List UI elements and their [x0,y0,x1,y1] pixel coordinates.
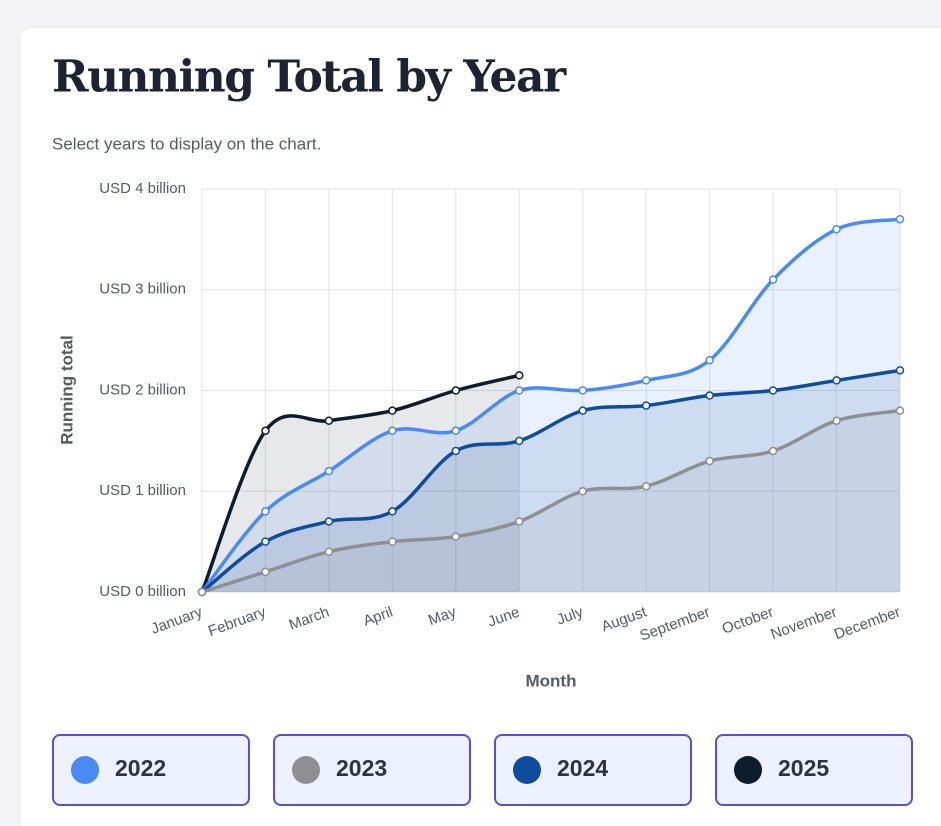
legend-box[interactable] [494,734,692,806]
x-tick-label: July [555,603,586,628]
legend-box[interactable] [52,734,250,806]
y-tick-label: USD 3 billion [99,281,186,298]
legend-swatch [734,756,762,784]
legend-button[interactable]: 2023 [273,734,471,806]
line [200,368,901,594]
point [895,366,905,375]
point [515,386,524,395]
x-tick-label: January [149,603,205,637]
point [705,456,714,466]
point [832,416,841,425]
point [578,487,587,496]
line [201,408,901,594]
legend-label: 2022 [115,755,166,781]
point [895,214,905,224]
x-tick-label: February [206,603,269,640]
point [641,401,651,410]
point [578,406,587,415]
point [705,356,714,365]
point [768,386,778,395]
point [515,436,524,446]
point [324,416,334,425]
point [197,587,207,597]
point [451,386,461,395]
point [451,446,461,456]
subtitle: Select years to display on the chart. [52,134,321,153]
point [388,537,397,546]
point [388,507,397,516]
x-axis-label: Month [526,671,577,690]
y-tick-label: USD 0 billion [99,583,186,600]
x-tick-label: April [361,604,395,630]
x-tick-label: June [486,604,522,631]
point [578,386,587,395]
x-tick-label: September [638,604,713,645]
legend-swatch [71,756,99,784]
y-axis-label: Running total [57,335,76,445]
y-tick-label: USD 2 billion [99,381,186,398]
point [324,517,334,526]
point [768,275,778,284]
point [324,466,334,476]
point [832,376,841,385]
y-tick-label: USD 1 billion [99,482,186,499]
point [768,446,778,456]
point [451,426,461,436]
legend-swatch [513,756,541,784]
area [202,410,900,592]
area [202,219,900,592]
point [832,225,841,234]
point [641,481,651,491]
point [641,376,651,385]
point [705,391,714,400]
point [388,426,397,436]
card [20,28,941,826]
chart-title: Running Total by Year [52,52,567,103]
x-tick-label: May [426,603,459,629]
line [200,217,901,594]
legend-button[interactable]: 2024 [494,734,692,806]
x-tick-label: December [832,604,903,644]
point [324,547,334,556]
point [261,537,270,546]
point [895,406,905,415]
legend-button[interactable]: 2025 [715,734,913,806]
legend-swatch [292,756,320,784]
legend-button[interactable]: 2022 [52,734,250,806]
legend-box[interactable] [715,734,913,806]
y-tick-label: USD 4 billion [99,180,186,197]
point [261,507,270,516]
point [388,406,397,415]
point [515,517,524,526]
legend-label: 2024 [557,755,608,781]
legend-label: 2023 [336,755,387,781]
x-tick-label: March [287,604,332,634]
x-tick-label: November [768,604,839,644]
point [451,532,461,541]
x-tick-label: October [720,604,776,638]
legend-box[interactable] [273,734,471,806]
point [261,567,270,577]
point [261,426,270,436]
legend-label: 2025 [778,755,829,781]
area [202,370,900,592]
point [515,371,524,380]
